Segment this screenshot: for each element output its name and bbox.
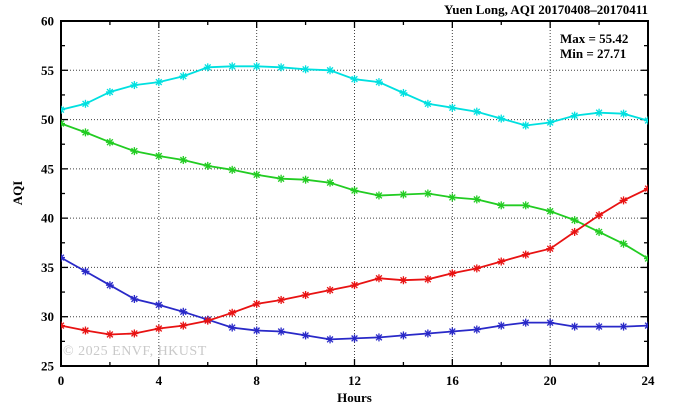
- x-axis-title: Hours: [337, 390, 372, 405]
- x-tick-label: 8: [253, 373, 260, 388]
- y-tick-labels: 25 30 35 40 45 50 55 60: [41, 14, 55, 374]
- x-tick-label: 24: [642, 373, 656, 388]
- watermark: © 2025 ENVF, HKUST: [63, 344, 207, 359]
- series-markers-cyan-line: [61, 62, 648, 130]
- y-tick-label: 40: [41, 211, 54, 226]
- series-markers-green-line: [61, 119, 648, 263]
- chart-title: Yuen Long, AQI 20170408–20170411: [444, 2, 648, 17]
- y-tick-label: 55: [41, 63, 55, 78]
- axis-ticks: [60, 20, 649, 367]
- x-tick-label: 0: [58, 373, 65, 388]
- y-tick-label: 35: [41, 260, 55, 275]
- x-tick-labels: 0 4 8 12 16 20 24: [58, 373, 655, 388]
- series-green-line: [61, 119, 648, 263]
- legend-min-label: Min = 27.71: [560, 46, 627, 61]
- legend: Max = 55.42 Min = 27.71: [560, 31, 628, 61]
- y-tick-label: 45: [41, 161, 55, 176]
- series-markers-red-line: [61, 184, 648, 339]
- series-red-line: [61, 184, 648, 339]
- x-tick-label: 12: [348, 373, 361, 388]
- series-blue-line: [61, 253, 648, 344]
- series-cyan-line: [61, 62, 648, 130]
- series-markers-blue-line: [61, 253, 648, 344]
- legend-max-label: Max = 55.42: [560, 31, 629, 46]
- y-tick-label: 60: [41, 14, 54, 29]
- x-tick-label: 4: [156, 373, 163, 388]
- x-tick-label: 16: [446, 373, 460, 388]
- y-axis-title: AQI: [10, 180, 25, 206]
- y-tick-label: 30: [41, 309, 54, 324]
- x-tick-label: 20: [544, 373, 557, 388]
- y-tick-label: 25: [41, 359, 55, 374]
- y-tick-label: 50: [41, 112, 54, 127]
